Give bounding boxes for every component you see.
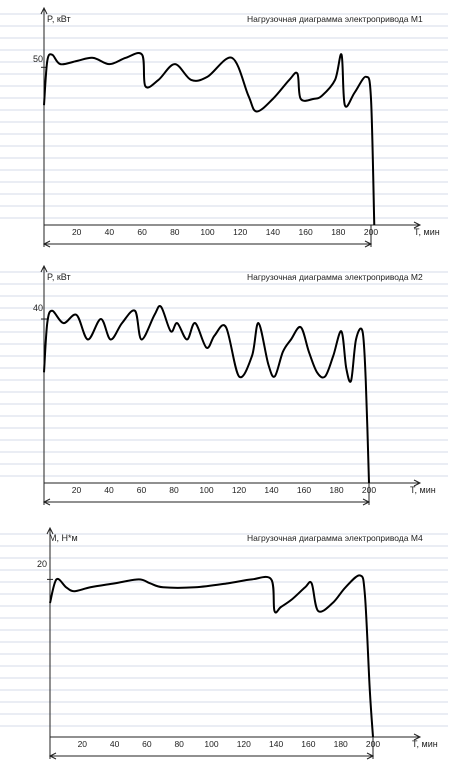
x-tick-label: 20 — [72, 485, 82, 495]
x-axis-label-m4: T, мин — [412, 739, 438, 749]
x-tick-label: 80 — [170, 227, 180, 237]
y-tick-label-m4: 20 — [37, 559, 47, 569]
x-tick-label: 180 — [334, 739, 348, 749]
x-tick-label: 60 — [137, 227, 147, 237]
grid-m2 — [0, 271, 448, 477]
x-tick-label: 80 — [169, 485, 179, 495]
y-axis-label-m4: M, Н*м — [49, 533, 78, 543]
load-curve-m2 — [43, 305, 370, 484]
curve-layer-m4 — [49, 574, 374, 738]
x-tick-label: 120 — [232, 485, 246, 495]
x-ticks-m1: 20 40 60 80 100 120 140 160 180 200 — [72, 227, 378, 237]
x-tick-label: 40 — [105, 227, 115, 237]
y-axis-arrow — [46, 526, 54, 535]
x-axis-arrow — [413, 221, 422, 229]
x-tick-label: 180 — [331, 227, 345, 237]
x-tick-label: 100 — [200, 227, 214, 237]
chart-title-m1: Нагрузочная диаграмма электропривода М1 — [247, 14, 423, 24]
y-axis-label-m1: P, кВт — [47, 14, 71, 24]
axes-m1 — [40, 6, 422, 248]
axes-m2 — [40, 264, 422, 506]
x-tick-label: 100 — [199, 485, 213, 495]
x-tick-label: 140 — [266, 227, 280, 237]
chart-title-m2: Нагрузочная диаграмма электропривода М2 — [247, 272, 423, 282]
x-tick-label: 200 — [366, 739, 380, 749]
x-axis-label-m2: T, мин — [410, 485, 436, 495]
grid-m4 — [0, 533, 448, 727]
x-tick-label: 160 — [301, 739, 315, 749]
x-tick-label: 180 — [329, 485, 343, 495]
x-tick-label: 20 — [78, 739, 88, 749]
x-tick-label: 20 — [72, 227, 82, 237]
x-tick-label: 120 — [233, 227, 247, 237]
x-tick-label: 160 — [297, 485, 311, 495]
x-axis-arrow — [413, 479, 422, 487]
x-tick-label: 40 — [104, 485, 114, 495]
x-tick-label: 140 — [269, 739, 283, 749]
load-curve-m1 — [43, 51, 376, 226]
x-ticks-m2: 20 40 60 80 100 120 140 160 180 200 — [72, 485, 377, 495]
x-tick-label: 80 — [174, 739, 184, 749]
x-tick-label: 60 — [137, 485, 147, 495]
x-ticks-m4: 20 40 60 80 100 120 140 160 180 200 — [78, 739, 381, 749]
x-tick-label: 200 — [364, 227, 378, 237]
curve-layer-m1 — [43, 51, 376, 226]
y-tick-label-m1: 50 — [33, 54, 43, 64]
x-tick-label: 120 — [237, 739, 251, 749]
load-chart-m2: 20 40 60 80 100 120 140 160 180 200 Нагрузочная д… — [0, 264, 448, 506]
y-tick-label-m2: 40 — [33, 303, 43, 313]
x-tick-label: 60 — [142, 739, 152, 749]
y-axis-arrow — [40, 264, 48, 273]
x-tick-label: 100 — [204, 739, 218, 749]
y-axis-label-m2: P, кВт — [47, 272, 71, 282]
chart-title-m4: Нагрузочная диаграмма электропривода М4 — [247, 533, 423, 543]
load-chart-m1: 20 40 60 80 100 120 140 160 180 200 Нагрузочная д… — [0, 6, 448, 248]
x-tick-label: 40 — [110, 739, 120, 749]
x-axis-arrow — [413, 733, 422, 741]
curve-layer-m2 — [43, 305, 370, 484]
axes-m4 — [46, 526, 422, 760]
x-tick-label: 160 — [299, 227, 313, 237]
x-tick-label: 140 — [264, 485, 278, 495]
x-axis-label-m1: T, мин — [414, 227, 440, 237]
load-chart-m4: 20 40 60 80 100 120 140 160 180 200 Нагрузочная д… — [0, 526, 448, 760]
grid-m1 — [0, 13, 448, 219]
x-tick-label: 200 — [362, 485, 376, 495]
y-axis-arrow — [40, 6, 48, 15]
load-curve-m4 — [49, 574, 374, 738]
